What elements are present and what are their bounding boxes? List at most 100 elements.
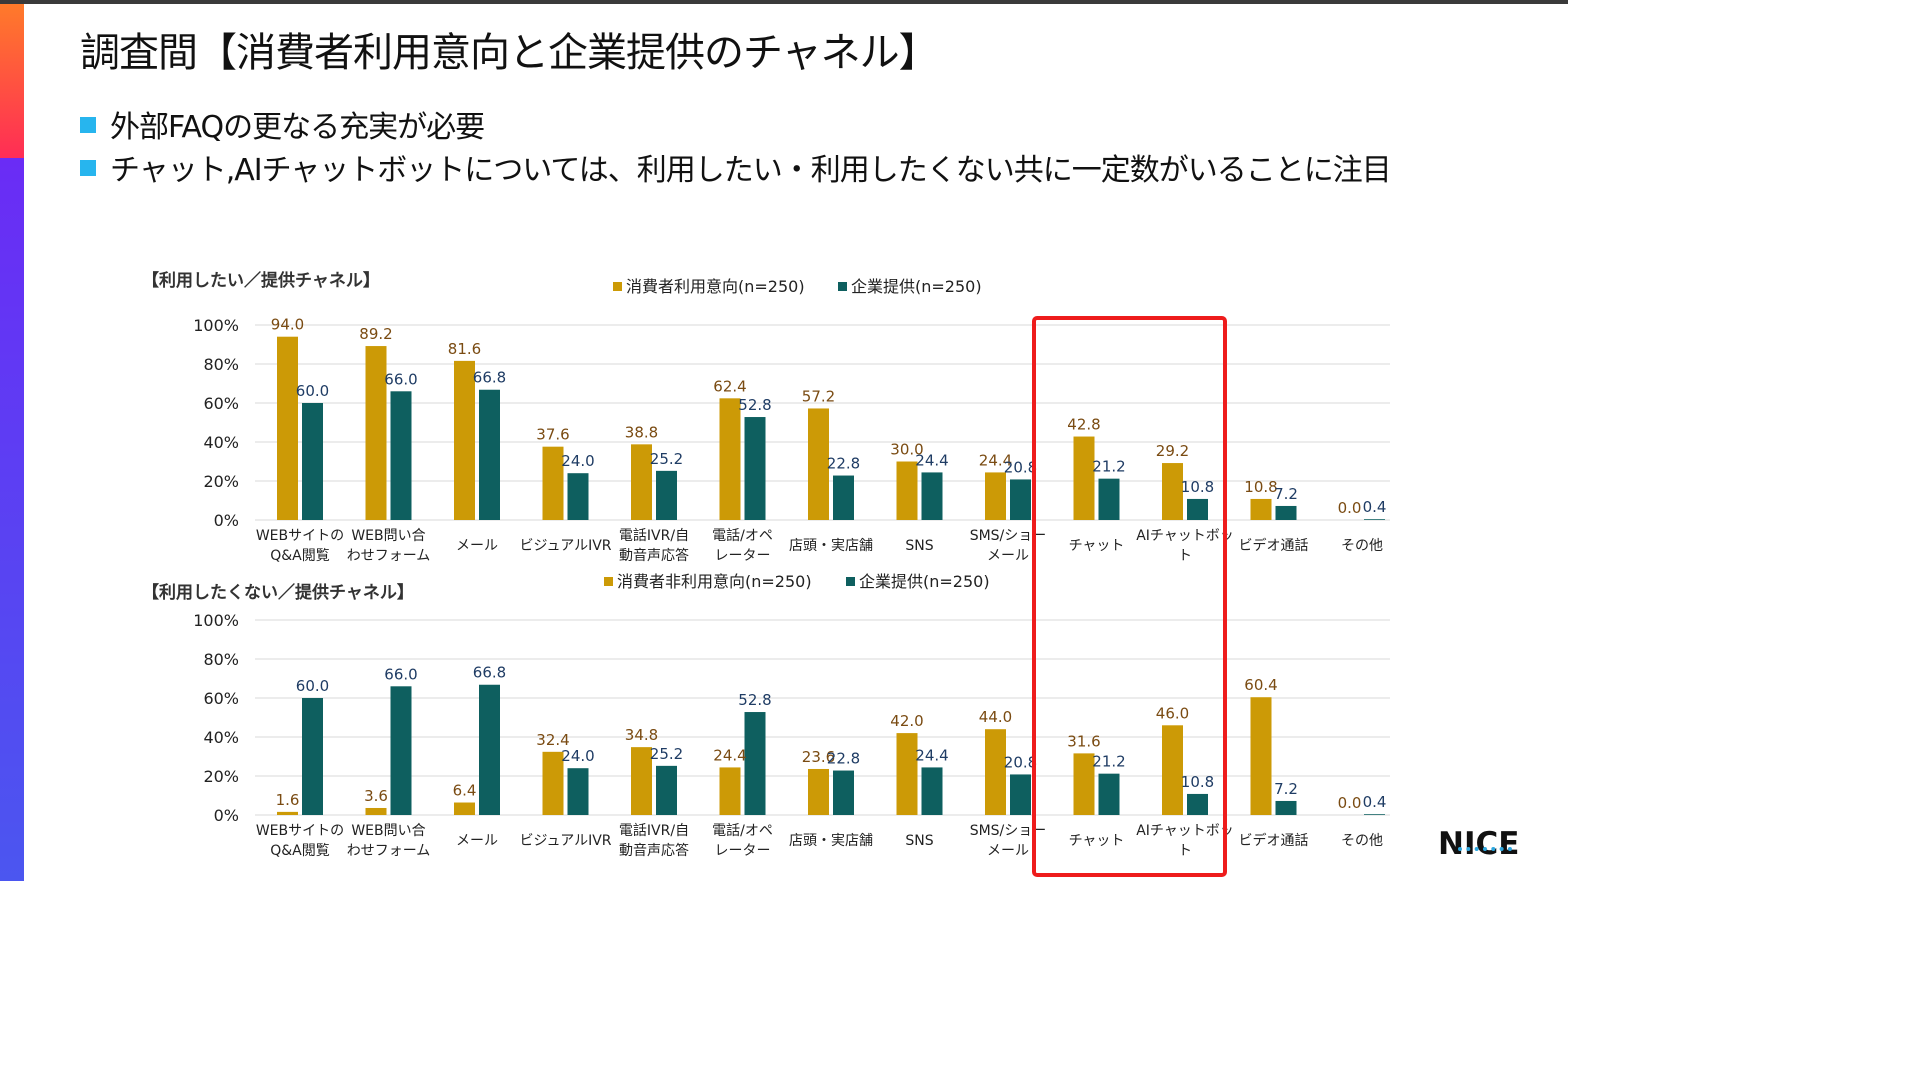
bar-enterprise: [390, 391, 412, 520]
category-label: SMS/ショー: [970, 823, 1047, 839]
category-label: メール: [456, 538, 498, 554]
category-label: 電話/オペ: [712, 822, 773, 839]
category-label: ト: [1178, 843, 1192, 859]
logo-dots: [1458, 847, 1512, 851]
data-label-enterprise: 21.2: [1092, 458, 1125, 476]
data-label-enterprise: 66.0: [384, 370, 417, 388]
bar-consumer: [277, 811, 298, 815]
data-label-consumer: 10.8: [1244, 478, 1277, 496]
legend-label: 企業提供(n=250): [851, 277, 982, 296]
y-tick-label: 100%: [193, 611, 239, 630]
chart-title: 【利用したくない／提供チャネル】: [142, 582, 414, 603]
bar-consumer: [896, 461, 918, 520]
bar-consumer: [454, 360, 475, 520]
data-label-enterprise: 22.8: [827, 750, 860, 768]
bar-enterprise: [921, 472, 943, 520]
bar-enterprise: [479, 684, 500, 815]
y-tick-label: 40%: [203, 433, 239, 452]
data-label-consumer: 0.0: [1338, 499, 1362, 517]
bar-consumer: [1162, 463, 1183, 520]
data-label-consumer: 6.4: [453, 782, 477, 800]
data-label-enterprise: 0.4: [1363, 793, 1387, 811]
y-tick-label: 80%: [203, 650, 239, 669]
bar-enterprise: [1275, 800, 1297, 815]
data-label-consumer: 31.6: [1067, 732, 1100, 750]
data-label-consumer: 44.0: [979, 708, 1012, 726]
category-label: SMS/ショー: [970, 528, 1047, 544]
data-label-enterprise: 24.4: [915, 746, 948, 764]
y-tick-label: 100%: [193, 316, 239, 335]
bar-consumer: [1250, 697, 1272, 815]
category-label: チャット: [1069, 833, 1125, 849]
bar-enterprise: [833, 770, 854, 815]
data-label-enterprise: 66.0: [384, 665, 417, 683]
y-tick-label: 60%: [203, 689, 239, 708]
category-label: 動音声応答: [619, 547, 689, 564]
data-label-enterprise: 24.0: [561, 747, 594, 765]
data-label-consumer: 42.8: [1067, 416, 1100, 434]
category-label: ト: [1178, 548, 1192, 564]
y-tick-label: 0%: [214, 511, 239, 530]
bar-consumer: [365, 346, 387, 520]
bar-consumer: [1250, 498, 1272, 520]
category-label: ビデオ通話: [1239, 832, 1309, 849]
data-label-consumer: 0.0: [1338, 794, 1362, 812]
category-label: SNS: [905, 538, 933, 554]
category-label: チャット: [1069, 538, 1125, 554]
data-label-enterprise: 7.2: [1274, 780, 1298, 798]
data-label-consumer: 24.4: [713, 746, 746, 764]
bar-charts: 100% 80% 60% 40% 20% 0% 【利用したい／提供チャネル】 消費者利用意向(…: [142, 270, 1390, 877]
category-label: SNS: [905, 833, 933, 849]
chart-title: 【利用したい／提供チャネル】: [142, 270, 380, 291]
bar-enterprise: [656, 765, 677, 815]
data-label-enterprise: 52.8: [738, 396, 771, 414]
bar-enterprise: [479, 389, 500, 520]
category-label: ビジュアルIVR: [519, 538, 611, 554]
data-label-enterprise: 24.0: [561, 452, 594, 470]
data-label-consumer: 1.6: [276, 791, 300, 809]
data-label-enterprise: 66.8: [473, 664, 506, 682]
bar-enterprise: [1187, 793, 1208, 815]
bar-enterprise: [656, 470, 677, 520]
category-label: わせフォーム: [347, 548, 431, 564]
category-label: メール: [987, 843, 1029, 859]
square-bullet-icon: [80, 117, 96, 133]
data-label-consumer: 29.2: [1156, 442, 1189, 460]
data-label-consumer: 81.6: [448, 340, 481, 358]
bar-enterprise: [833, 475, 854, 520]
category-label: その他: [1341, 833, 1383, 849]
bar-consumer: [542, 446, 564, 520]
data-label-consumer: 34.8: [625, 726, 658, 744]
y-tick-label: 80%: [203, 355, 239, 374]
square-bullet-icon: [80, 160, 96, 176]
data-label-enterprise: 25.2: [650, 745, 683, 763]
category-label: 電話IVR/自: [619, 527, 689, 544]
bar-consumer: [1162, 725, 1183, 815]
bar-enterprise: [390, 686, 412, 815]
bar-enterprise: [1364, 814, 1385, 815]
y-tick-label: 40%: [203, 728, 239, 747]
category-label: WEB問い合: [351, 528, 425, 544]
y-tick-label: 60%: [203, 394, 239, 413]
category-label: WEB問い合: [351, 823, 425, 839]
bar-enterprise: [1275, 505, 1297, 520]
bar-consumer: [631, 444, 652, 520]
bullet-text: 外部FAQの更なる充実が必要: [110, 110, 485, 145]
bar-consumer: [808, 768, 829, 815]
data-label-enterprise: 22.8: [827, 455, 860, 473]
bar-enterprise: [567, 768, 589, 815]
category-label: 動音声応答: [619, 842, 689, 859]
data-label-consumer: 94.0: [271, 316, 304, 334]
category-label: AIチャットボッ: [1136, 528, 1234, 544]
data-label-consumer: 57.2: [802, 387, 835, 405]
bullet-text: チャット,AIチャットボットについては、利用したい・利用したくない共に一定数がい…: [110, 153, 1392, 188]
data-label-enterprise: 52.8: [738, 691, 771, 709]
bar-enterprise: [1098, 478, 1120, 520]
category-label: Q&A閲覧: [270, 547, 330, 564]
legend-label: 消費者非利用意向(n=250): [617, 572, 812, 591]
bar-consumer: [719, 767, 741, 815]
category-label: メール: [456, 833, 498, 849]
category-label: 電話/オペ: [712, 527, 773, 544]
data-label-enterprise: 60.0: [296, 677, 329, 695]
legend-swatch: [613, 282, 622, 291]
